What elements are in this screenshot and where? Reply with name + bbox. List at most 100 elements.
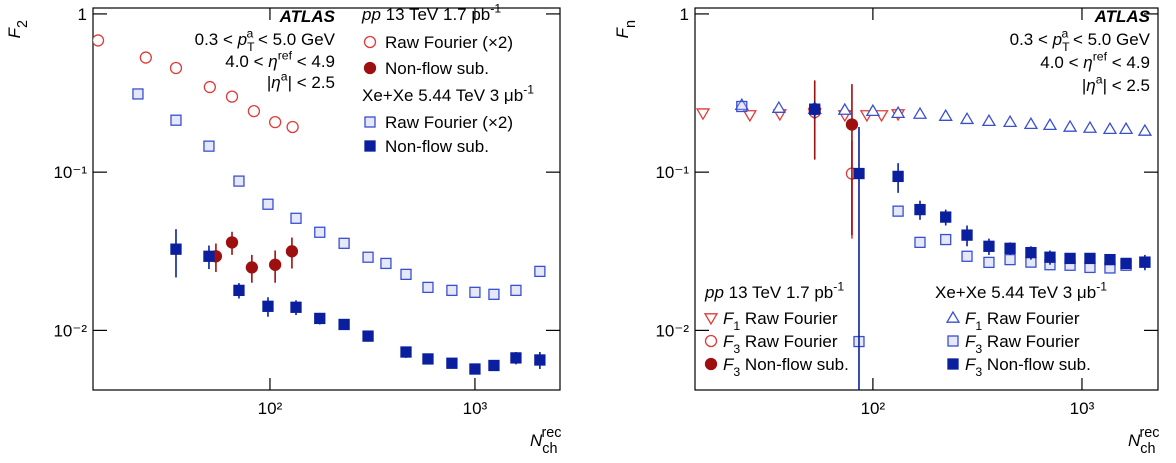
text-part: pp (361, 5, 381, 24)
marker (1002, 114, 1018, 128)
text-part: -1 (833, 279, 844, 293)
text-part: η (1083, 53, 1092, 72)
marker (912, 106, 928, 119)
marker (845, 118, 859, 131)
text-part: η (1086, 76, 1095, 95)
legend-label: Non-flow sub. (385, 137, 489, 156)
marker (961, 250, 973, 262)
marker (865, 103, 881, 116)
marker (362, 251, 374, 263)
text-part: ch (542, 441, 557, 457)
marker (853, 167, 865, 180)
marker (1118, 121, 1134, 134)
text-part: -1 (1096, 279, 1107, 293)
legend-marker (364, 116, 376, 128)
legend-label: Raw Fourier (×2) (385, 113, 513, 132)
marker (286, 120, 299, 134)
text-part: a (1096, 72, 1103, 86)
marker (488, 359, 500, 372)
text-part: T (247, 40, 255, 54)
marker (1082, 120, 1098, 133)
text-part: ATLAS (1094, 7, 1151, 26)
legend-marker (947, 335, 959, 347)
legend-marker (945, 310, 961, 323)
marker (338, 237, 350, 249)
marker (940, 233, 952, 246)
marker (892, 205, 904, 217)
marker (169, 61, 183, 75)
y-tick-label: 1 (78, 5, 87, 24)
text-part: p (1052, 30, 1062, 49)
legend-title: Xe+Xe 5.44 TeV 3 μb-1 (362, 82, 534, 105)
marker (446, 357, 458, 369)
text-part: 0.3 < (195, 30, 238, 49)
marker (446, 284, 458, 297)
text-part: N (1128, 431, 1141, 450)
marker (380, 257, 392, 270)
annotation: |ηa| < 2.5 (267, 69, 335, 92)
legend-marker (363, 61, 377, 75)
text-part: -1 (523, 82, 534, 96)
annotation: 0.3 < pTa < 5.0 GeV (1010, 26, 1151, 54)
legend-title: pp 13 TeV 1.7 pb-1 (361, 1, 501, 24)
text-part: ATLAS (279, 7, 336, 26)
marker (1004, 242, 1016, 254)
marker (1044, 251, 1056, 263)
marker (1004, 253, 1016, 266)
x-axis-label: Nchrec (1128, 425, 1159, 457)
text-part: p (237, 30, 247, 49)
marker (338, 318, 350, 331)
text-part: 3 (975, 342, 982, 356)
x-tick-label: 10³ (1070, 399, 1095, 418)
marker (422, 281, 434, 294)
marker (983, 256, 995, 269)
legend-label: F1 Raw Fourier (965, 309, 1080, 333)
text-part: ch (1140, 441, 1155, 457)
text-part: < 4.9 (1107, 53, 1150, 72)
plot-frame (694, 7, 1159, 391)
legend-title: Xe+Xe 5.44 TeV 3 μb-1 (935, 279, 1107, 302)
marker (890, 105, 906, 118)
text-part: rec (1139, 425, 1159, 441)
x-tick-label: 10² (861, 399, 886, 418)
text-part: Raw Fourier (×2) (385, 113, 513, 132)
text-part: < 5.0 GeV (253, 30, 335, 49)
text-part: Raw Fourier (982, 332, 1080, 351)
marker (203, 250, 215, 262)
text-part: 3 (733, 342, 740, 356)
marker (285, 245, 299, 258)
y-tick-label: 10⁻² (53, 321, 87, 340)
text-part: a (246, 26, 253, 40)
marker (247, 104, 261, 118)
y-tick-label: 10⁻² (655, 321, 689, 340)
y-tick-label: 10⁻¹ (53, 163, 87, 182)
text-part: Raw Fourier (×2) (385, 33, 513, 52)
annotation: 4.0 < ηref < 4.9 (225, 48, 335, 71)
marker (1042, 117, 1058, 131)
marker (139, 51, 152, 64)
marker (1102, 121, 1118, 134)
marker (268, 258, 282, 271)
marker (1139, 256, 1151, 268)
marker (534, 354, 546, 366)
text-part: F (965, 309, 977, 328)
text-part: ref (1093, 49, 1108, 63)
legend-label: F3 Non-flow sub. (723, 355, 849, 379)
marker (837, 102, 852, 115)
text-part: Non-flow sub. (385, 59, 489, 78)
text-part: Raw Fourier (740, 332, 838, 351)
marker (268, 116, 282, 129)
text-part: Xe+Xe 5.44 TeV 3 μb (362, 86, 523, 105)
legend-label: Non-flow sub. (385, 59, 489, 78)
y-tick-label: 1 (680, 5, 689, 24)
marker (233, 284, 245, 297)
text-part: 1 (975, 319, 982, 333)
marker (695, 108, 711, 121)
legend-label: F3 Raw Fourier (965, 332, 1080, 356)
marker (488, 288, 500, 300)
marker (742, 110, 758, 123)
text-part: F (5, 26, 24, 38)
text-part: a (281, 69, 288, 83)
text-part: Non-flow sub. (982, 355, 1091, 374)
